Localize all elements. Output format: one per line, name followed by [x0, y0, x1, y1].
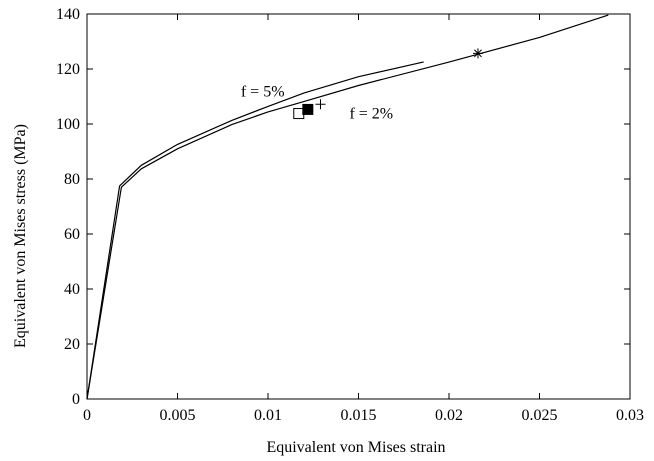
- plot-area: [86, 13, 631, 400]
- x-tick-label: 0.025: [522, 407, 558, 424]
- y-tick-label: 120: [56, 61, 80, 78]
- marker-layer: [293, 48, 483, 120]
- y-tick-label: 20: [64, 336, 80, 353]
- annotation-layer: f = 5% f = 2%: [241, 84, 393, 123]
- series-line-2: [86, 14, 609, 400]
- plot-frame: [86, 13, 631, 400]
- x-tick-label: 0.005: [160, 407, 196, 424]
- x-axis: 0 0.005 0.01 0.015 0.02 0.025 0.03: [83, 14, 644, 424]
- open-square-marker: [293, 108, 305, 120]
- y-tick-label: 80: [64, 171, 80, 188]
- plus-marker: [315, 99, 326, 110]
- y-tick-label: 40: [64, 281, 80, 298]
- y-tick-label: 100: [56, 116, 80, 133]
- x-axis-title: Equivalent von Mises strain: [266, 439, 445, 456]
- x-tick-label: 0: [83, 407, 91, 424]
- y-tick-label: 140: [56, 6, 80, 23]
- y-tick-label: 0: [72, 391, 80, 408]
- series-line-1: [86, 61, 424, 400]
- x-tick-label: 0.015: [341, 407, 377, 424]
- x-tick-label: 0.02: [435, 407, 463, 424]
- y-tick-label: 60: [64, 226, 80, 243]
- y-axis: 0 20 40 60 80 100 120 140: [56, 6, 630, 408]
- annotation-label: f = 5%: [241, 84, 285, 101]
- y-axis-title: Equivalent von Mises stress (MPa): [12, 124, 29, 348]
- filled-square-marker: [302, 103, 314, 115]
- series-layer: [86, 14, 609, 400]
- x-tick-label: 0.03: [616, 407, 644, 424]
- x-tick-label: 0.01: [254, 407, 282, 424]
- annotation-label: f = 2%: [349, 106, 393, 123]
- asterisk-marker: [472, 48, 483, 59]
